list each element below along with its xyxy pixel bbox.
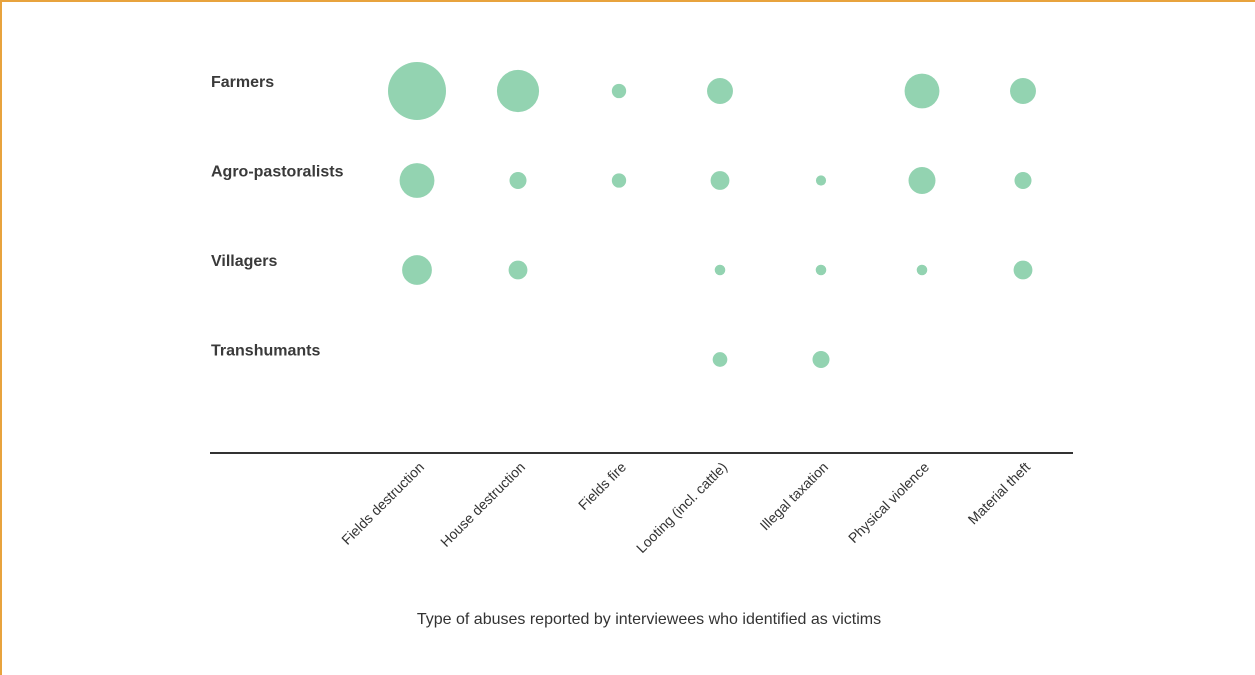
x-axis-title: Type of abuses reported by interviewees … [417,611,881,628]
bubble [916,264,928,276]
x-tick-label: Illegal taxation [757,459,832,534]
bubble [815,175,827,186]
bubble [712,352,728,367]
bubble [508,260,528,280]
x-tick-label: Physical violence [845,459,932,546]
bubble [1013,260,1033,280]
bubble [707,78,733,104]
bubble [388,62,446,120]
bubble [399,163,435,198]
bubble [402,255,432,285]
row-label: Transhumants [211,343,320,360]
x-tick-labels: Fields destruction House destruction Field… [338,459,1033,556]
bubble [908,167,936,194]
row-label: Farmers [211,74,274,91]
x-tick-label: Material theft [965,459,1034,528]
bubble [509,171,527,190]
bubble [611,173,627,188]
x-tick-label: Fields fire [575,459,629,513]
x-tick-label: House destruction [437,459,528,550]
x-tick-label: Looting (incl. cattle) [633,459,730,556]
row-label: Agro-pastoralists [211,164,344,181]
bubble [1014,171,1032,190]
row-labels: Farmers Agro-pastoralists Villagers Transhu… [211,74,344,360]
bubble [1010,78,1036,104]
row-label: Villagers [211,253,278,270]
bubble [714,264,726,276]
bubble [812,350,830,369]
bubble [496,69,540,113]
bubble [710,171,730,190]
bubbles [388,62,1036,369]
bubble [611,83,627,99]
bubble [904,73,940,109]
x-tick-label: Fields destruction [338,459,427,548]
bubble [815,264,827,276]
